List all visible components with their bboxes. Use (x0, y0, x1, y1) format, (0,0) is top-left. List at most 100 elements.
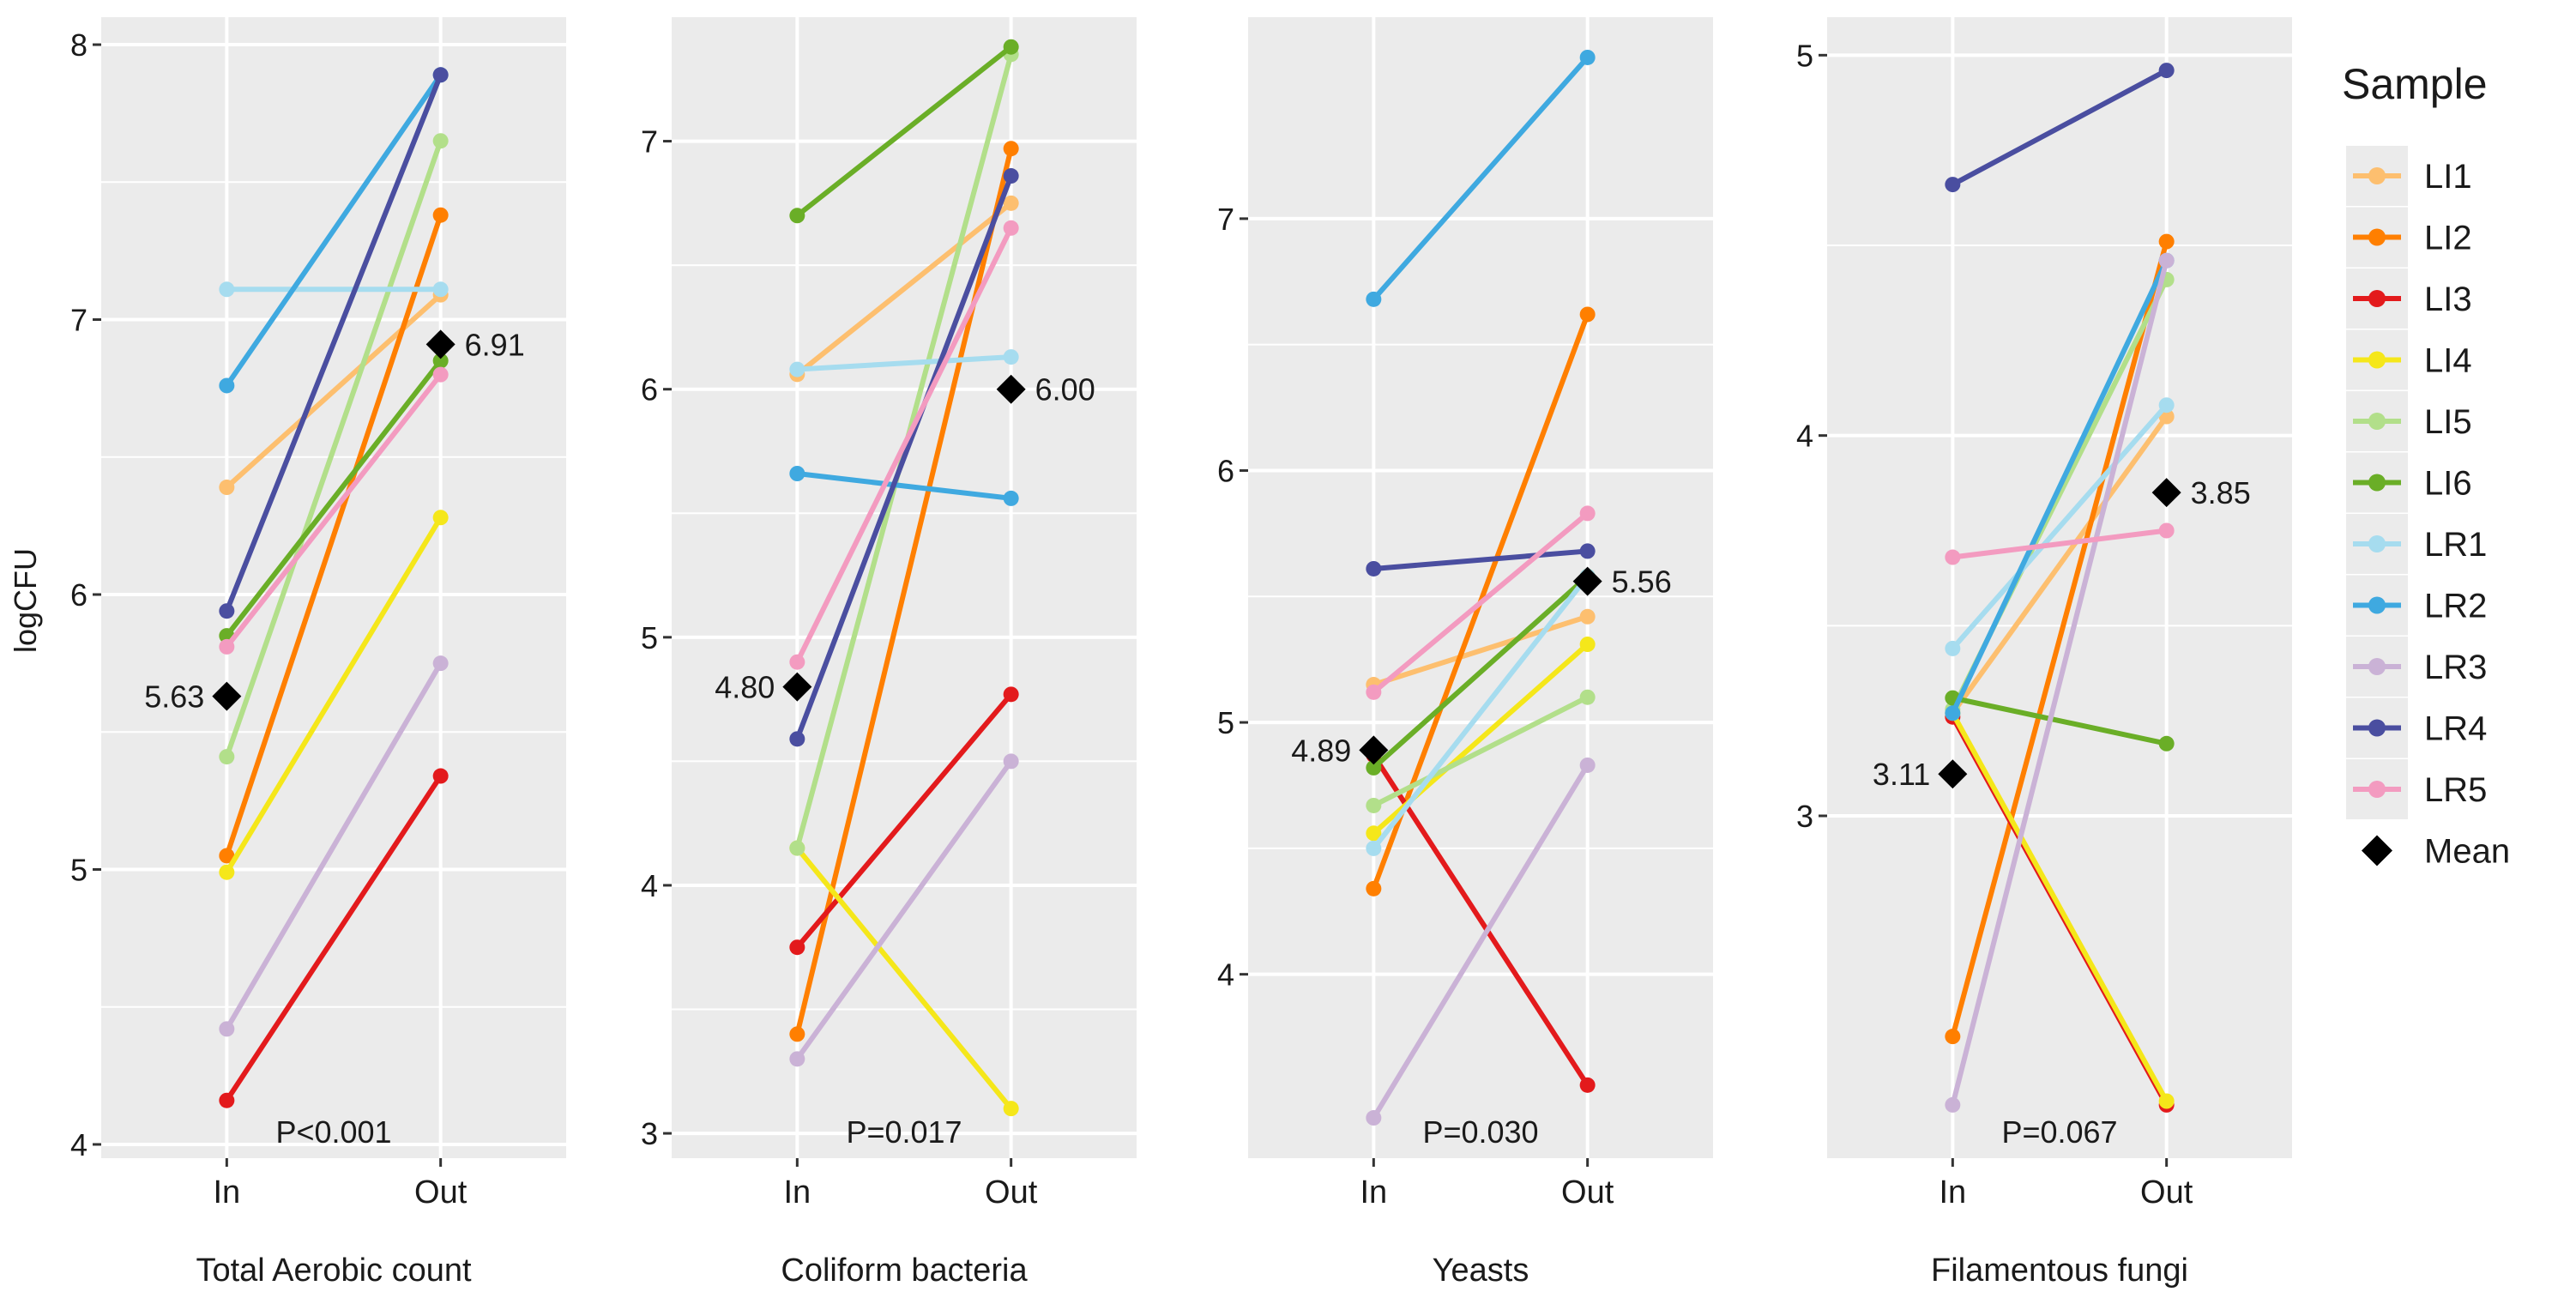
x-tick-label: Out (2140, 1174, 2193, 1210)
data-point-li6 (1003, 39, 1019, 55)
y-tick-label: 6 (70, 577, 87, 613)
series-line-lr2 (1950, 257, 2169, 716)
legend-label: LR5 (2424, 771, 2487, 809)
mean-label: 3.85 (2191, 475, 2251, 510)
legend-label: LI1 (2424, 158, 2472, 196)
series-line-lr3 (1371, 762, 1590, 1121)
legend-key-point (2368, 228, 2386, 246)
legend-label: LR3 (2424, 649, 2487, 686)
series-line-li1 (794, 200, 1014, 377)
legend-label: LI3 (2424, 281, 2472, 318)
y-tick-label: 4 (70, 1127, 87, 1162)
data-point-li6 (789, 208, 805, 224)
legend-key-point (2368, 290, 2386, 307)
legend-item-mean: Mean (2362, 833, 2510, 871)
data-point-li3 (432, 768, 449, 784)
data-point-li5 (219, 749, 235, 765)
series-line-li4 (1950, 710, 2169, 1104)
legend-item-li1: LI1 (2346, 146, 2472, 206)
mean-marker (425, 329, 455, 359)
mean-marker (212, 681, 242, 711)
data-point-li2 (789, 1026, 805, 1042)
legend-key-point (2368, 413, 2386, 430)
data-point-lr4 (789, 731, 805, 747)
mean-label: 6.00 (1035, 372, 1095, 408)
data-point-lr5 (1366, 684, 1382, 700)
legend-item-li6: LI6 (2346, 452, 2472, 513)
data-point-lr5 (1579, 505, 1596, 522)
y-tick-label: 7 (641, 124, 658, 160)
data-point-lr3 (1579, 757, 1596, 773)
data-point-li2 (2158, 233, 2175, 250)
series-line-li3 (224, 773, 443, 1103)
data-point-li5 (1579, 689, 1596, 705)
data-point-lr4 (432, 67, 449, 83)
data-point-lr4 (2158, 63, 2175, 79)
legend-key-point (2368, 781, 2386, 798)
data-point-li5 (789, 840, 805, 856)
p-value-label: P<0.001 (275, 1114, 391, 1150)
data-point-li4 (219, 864, 235, 880)
series-line-lr3 (224, 661, 443, 1032)
data-point-lr5 (789, 654, 805, 670)
y-tick-label: 4 (641, 868, 658, 903)
data-point-li1 (1003, 195, 1019, 211)
data-point-li4 (1003, 1101, 1019, 1117)
series-line-li1 (1950, 414, 2169, 716)
data-point-lr1 (1003, 349, 1019, 365)
series-line-li3 (794, 691, 1014, 951)
data-point-lr1 (432, 281, 449, 298)
legend-item-li5: LI5 (2346, 391, 2472, 451)
series-line-lr5 (224, 371, 443, 649)
data-point-lr5 (1945, 549, 1961, 565)
series-line-lr5 (794, 225, 1014, 665)
series-line-lr4 (224, 72, 443, 614)
data-point-li2 (1003, 141, 1019, 157)
data-point-li3 (1003, 686, 1019, 703)
legend-key-point (2368, 351, 2386, 369)
data-point-lr5 (432, 366, 449, 383)
mean-label: 4.80 (715, 670, 775, 705)
y-tick-label: 5 (641, 620, 658, 655)
panel-x-title: Coliform bacteria (781, 1253, 1028, 1289)
data-point-li6 (1366, 759, 1382, 776)
panel-4: 3 4 5 In Out 3.11 3.85 P=0.067 Filamentous fungi (1796, 17, 2292, 1289)
legend-key-point (2368, 719, 2386, 737)
legend-label: LR4 (2424, 710, 2487, 748)
data-point-li4 (1579, 637, 1596, 653)
data-point-lr2 (1003, 490, 1019, 506)
series-line-li1 (1371, 613, 1590, 688)
panel-1: 4 5 6 7 8 In Out 5.63 6.91 P<0.001 Total Aerobic c… (70, 17, 566, 1289)
series-line-li2 (1950, 238, 2169, 1040)
series-line-lr2 (224, 72, 443, 389)
data-point-lr4 (1366, 560, 1382, 577)
legend-item-lr5: LR5 (2346, 759, 2487, 819)
series-line-lr1 (794, 354, 1014, 372)
data-point-lr2 (1945, 705, 1961, 721)
legend-item-lr1: LR1 (2346, 514, 2487, 574)
p-value-label: P=0.067 (2001, 1114, 2117, 1150)
x-tick-label: In (1939, 1174, 1966, 1210)
panel-x-title: Total Aerobic count (196, 1253, 472, 1289)
y-tick-label: 4 (1217, 957, 1234, 993)
data-point-li2 (219, 848, 235, 864)
x-tick-label: Out (414, 1174, 468, 1210)
data-point-li4 (1366, 825, 1382, 842)
p-value-label: P=0.017 (846, 1114, 962, 1150)
y-tick-label: 3 (1796, 799, 1813, 834)
series-line-lr5 (1950, 528, 2169, 560)
data-point-li6 (2158, 735, 2175, 752)
panel-background (1827, 17, 2292, 1158)
y-tick-label: 7 (1217, 202, 1234, 237)
legend-label: LI2 (2424, 220, 2472, 257)
data-point-lr3 (1366, 1110, 1382, 1126)
data-point-li4 (2158, 1093, 2175, 1109)
data-point-li1 (1579, 608, 1596, 625)
data-point-lr1 (219, 281, 235, 298)
mean-label: 5.63 (144, 679, 204, 715)
series-line-lr3 (1950, 257, 2169, 1108)
data-point-lr1 (789, 361, 805, 377)
panel-background (101, 17, 566, 1158)
mean-marker (2151, 478, 2181, 508)
